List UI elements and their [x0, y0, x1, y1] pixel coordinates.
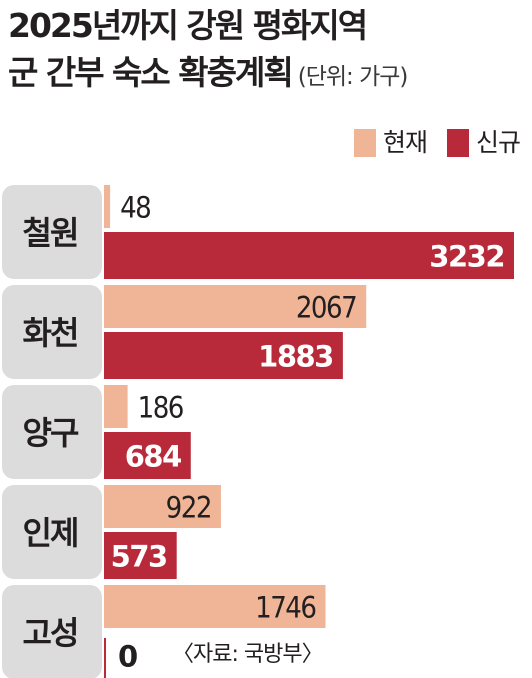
- value-label-current-hwacheon: 2067: [296, 291, 356, 325]
- value-label-new-hwacheon: 1883: [258, 340, 333, 374]
- value-label-current-yanggu: 186: [138, 391, 183, 425]
- chart-title: 2025년까지 강원 평화지역 군 간부 숙소 확충계획 (단위: 가구): [8, 2, 409, 101]
- category-label-yanggu: 양구: [23, 414, 79, 452]
- title-line-2-text: 군 간부 숙소 확충계획: [8, 53, 294, 92]
- bar-new-goseong: [104, 638, 106, 678]
- category-label-inje: 인제: [23, 514, 78, 552]
- value-label-current-goseong: 1746: [255, 591, 315, 625]
- legend-item-new: 신규: [446, 128, 521, 158]
- legend-swatch-new: [446, 129, 469, 157]
- value-label-new-goseong: 0: [118, 640, 137, 674]
- title-line-1: 2025년까지 강원 평화지역: [8, 6, 368, 45]
- value-label-new-cheorwon: 3232: [429, 240, 504, 274]
- unit-label: (단위: 가구): [297, 64, 409, 90]
- category-label-cheorwon: 철원: [23, 214, 78, 252]
- category-box-goseong: [2, 585, 102, 678]
- value-label-current-inje: 922: [166, 491, 211, 525]
- value-label-current-cheorwon: 48: [120, 191, 150, 225]
- category-box-yanggu: [2, 385, 102, 479]
- source-note: 〈자료: 국방부〉: [172, 642, 324, 667]
- category-label-goseong: 고성: [23, 614, 78, 652]
- legend-item-current: 현재: [353, 128, 428, 158]
- category-label-hwacheon: 화천: [23, 314, 78, 352]
- bar-new-yanggu: [104, 432, 191, 479]
- legend-label-current: 현재: [382, 128, 428, 157]
- bar-current-yanggu: [104, 385, 128, 428]
- bar-current-goseong: [104, 585, 326, 628]
- bar-current-cheorwon: [104, 185, 111, 228]
- bar-current-inje: [104, 485, 221, 528]
- bar-current-hwacheon: [104, 285, 367, 328]
- title-line-2: 군 간부 숙소 확충계획 (단위: 가구): [8, 49, 409, 101]
- bar-new-hwacheon: [104, 332, 343, 379]
- value-label-new-inje: 573: [111, 540, 167, 574]
- legend-label-new: 신규: [475, 128, 521, 157]
- legend-swatch-current: [353, 129, 376, 157]
- category-box-inje: [2, 485, 102, 579]
- bar-new-inje: [104, 532, 177, 579]
- legend: 현재 신규: [353, 128, 521, 158]
- category-box-hwacheon: [2, 285, 102, 379]
- category-box-cheorwon: [2, 185, 102, 279]
- value-label-new-yanggu: 684: [125, 440, 181, 474]
- bar-new-cheorwon: [104, 232, 514, 279]
